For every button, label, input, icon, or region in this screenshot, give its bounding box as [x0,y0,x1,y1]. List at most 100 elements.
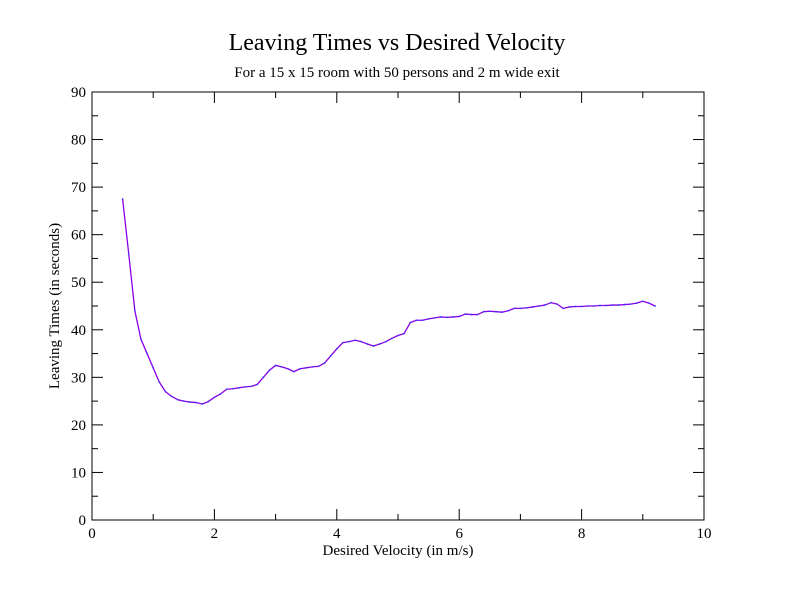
data-point [323,362,326,364]
data-point [543,304,546,306]
data-point [580,305,583,308]
y-axis-label: Leaving Times (in seconds) [47,223,63,389]
x-axis-label: Desired Velocity (in m/s) [323,543,474,559]
data-point [537,305,540,307]
data-point [121,198,124,200]
data-point [495,310,497,313]
data-point [592,305,595,307]
data-point [317,365,320,368]
data-point [629,303,632,305]
data-point [170,395,173,398]
data-point [268,369,271,372]
x-tick-label: 6 [455,526,463,542]
data-point [611,304,614,306]
data-point [390,337,393,340]
y-tick-label: 10 [71,465,86,481]
data-point [488,310,491,313]
data-point [256,383,259,386]
data-point [354,339,357,342]
data-point [329,355,332,357]
data-point [446,316,448,319]
data-point [127,252,130,255]
data-point [476,313,479,316]
data-point [140,338,142,341]
data-point [335,347,338,350]
data-point [397,334,399,337]
data-point [574,305,577,308]
tick-labels: 0 2 4 6 8 10 0 10 20 30 40 50 60 70 80 90 [71,85,712,542]
data-point [482,310,485,313]
data-point [641,300,644,303]
data-point [507,309,510,312]
data-point [201,403,204,405]
y-tick-label: 80 [71,133,86,149]
data-point [617,304,620,306]
data-point [470,313,473,316]
data-point [231,387,234,390]
data-point [568,306,571,308]
data-point [146,352,148,355]
data-point [189,401,191,403]
data-point [360,340,363,343]
data-point [219,393,222,395]
data-point [342,341,344,344]
series-points [121,198,656,405]
data-point [556,303,559,305]
data-point [152,366,155,369]
data-point [237,386,240,389]
data-point [519,307,522,310]
data-point [262,376,265,379]
data-point [366,343,369,345]
data-point [274,364,277,367]
data-point [250,385,253,388]
data-point [213,396,216,399]
data-point [648,302,650,305]
x-tick-label: 8 [578,526,586,542]
data-point [623,303,626,306]
data-point [311,365,314,368]
data-point [305,366,308,369]
data-point [531,306,534,308]
x-tick-label: 10 [697,526,712,542]
data-point [501,311,503,314]
x-tick-label: 2 [211,526,219,542]
data-point [286,367,289,370]
y-tick-label: 30 [71,370,86,386]
y-tick-label: 40 [71,323,86,339]
data-point [348,340,350,343]
data-point [605,304,607,307]
y-tick-label: 70 [71,180,86,196]
y-tick-label: 50 [71,275,86,291]
data-point [225,388,228,391]
data-point [384,340,387,343]
data-point [427,317,430,320]
data-point [452,316,454,318]
data-point [299,367,301,370]
data-point [207,400,210,403]
data-point [433,316,436,319]
x-tick-label: 4 [333,526,341,542]
data-point [293,370,295,373]
series-line [121,198,656,405]
data-point [133,309,136,312]
y-tick-label: 60 [71,228,86,244]
data-point [599,304,601,307]
data-point [415,319,418,322]
chart-title: Leaving Times vs Desired Velocity [229,30,566,56]
data-point [586,305,589,307]
data-point [403,332,406,335]
y-tick-label: 90 [71,85,86,101]
data-point [372,345,375,347]
data-point [635,302,638,305]
y-tick-label: 0 [79,513,87,529]
data-point [176,398,179,401]
tick-marks [91,91,705,521]
data-point [182,400,185,403]
data-point [158,381,161,383]
chart-subtitle: For a 15 x 15 room with 50 persons and 2… [234,65,560,81]
data-point [409,321,412,324]
data-point [458,315,461,318]
data-point [562,307,565,310]
